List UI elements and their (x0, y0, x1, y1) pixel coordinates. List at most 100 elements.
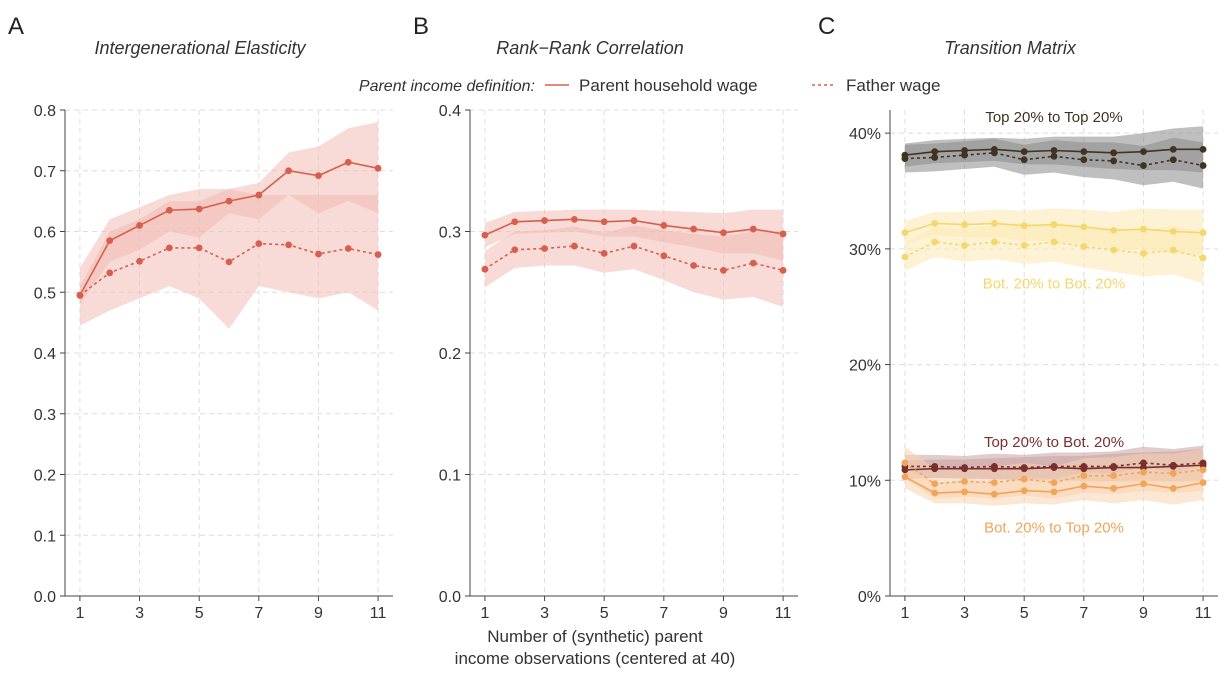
x-axis-label-line1: Number of (synthetic) parent (487, 627, 703, 646)
panel-c-annotation: Bot. 20% to Top 20% (984, 520, 1124, 537)
panel-b-series-0-point (749, 225, 757, 233)
panel-c-series-6-point (1110, 484, 1118, 492)
panel-a-y-tick-label: 0.2 (34, 468, 56, 485)
panel-c-annotation: Top 20% to Bot. 20% (984, 434, 1124, 451)
legend: Parent income definition: Parent househo… (359, 76, 941, 95)
panel-c-annotation: Top 20% to Top 20% (985, 109, 1122, 126)
panel-c-x-tick-label: 5 (1020, 605, 1029, 622)
panel-a-series-1-point (195, 244, 203, 252)
panel-b-series-0-point (511, 218, 519, 226)
panel-a-series-0-point (195, 205, 203, 213)
panel-c-series-3-line (904, 241, 1204, 259)
panel-c-series-7-point (901, 459, 909, 467)
panel-c-series-7-point (990, 479, 998, 486)
panel-a-series-0-point (225, 197, 233, 205)
panel-c-series-0-point (1020, 148, 1028, 156)
panel-c-series-0-point (1110, 149, 1118, 157)
panel-c-series-0-point (1050, 147, 1058, 154)
panel-a-series-1-point (315, 250, 322, 258)
panel-a-title: Intergenerational Elasticity (94, 38, 306, 58)
panel-c-series-7-point (1199, 466, 1207, 474)
panel-c-x-tick-label: 9 (1139, 605, 1148, 622)
panel-a-series-1-point (255, 240, 263, 248)
panel-c-series-7-point (1140, 468, 1147, 476)
panel-c-series-6-point (1080, 482, 1088, 490)
panel-c-series-1-point (1199, 162, 1207, 169)
panel-c-series-3-point (931, 238, 939, 246)
panel-b-series-0-point (660, 222, 668, 229)
panel-a-x-tick-label: 7 (254, 605, 263, 622)
panel-b-series-1-point (511, 246, 519, 254)
panel-a-x-tick-label: 11 (370, 605, 387, 622)
panel-c-series-3-band (904, 222, 1204, 284)
panel-a-x-tick-label: 5 (195, 605, 204, 622)
panel-c-series-1-point (901, 155, 909, 163)
panel-c-series-3-point (1020, 241, 1028, 249)
panel-a-series-0-point (136, 222, 143, 229)
panel-c-series-1-point (1050, 152, 1058, 160)
panel-c-series-0-point (1080, 148, 1088, 156)
panel-c-series-1-point (931, 154, 939, 161)
panel-a-series-1-point (136, 257, 143, 265)
panel-c-series-7-point (1020, 475, 1028, 483)
panel-c-series-5-point (931, 463, 939, 470)
panel-c-series-5-line (904, 462, 1204, 469)
panel-c-series-3-point (1110, 246, 1118, 254)
panel-c-series-1-point (1110, 157, 1118, 165)
panel-c-series-6-point (901, 473, 909, 481)
panel-c-x-tick-label: 3 (960, 605, 969, 622)
panel-b-series-1-point (630, 242, 638, 250)
panel-c-series-1-point (1080, 156, 1088, 164)
panel-a-intergenerational-elasticity: 1 3 5 7 9 11 0.0 0.1 0.2 0.3 0.4 0.5 0.6 0.7 0.8 (34, 103, 393, 622)
panel-a-series-0-point (344, 158, 352, 166)
panel-b-series-1-point (660, 252, 668, 260)
panel-c-series-6-point (1140, 480, 1147, 488)
panel-a-y-tick-label: 0.3 (34, 407, 56, 424)
panel-b-series-1-point (570, 242, 578, 250)
panel-b-x-tick-label: 7 (659, 605, 668, 622)
panel-b-series-1-point (749, 259, 757, 267)
panel-a-y-tick-label: 0.5 (34, 285, 56, 302)
panel-a-series-0-point (106, 237, 114, 245)
panel-c-annotation: Bot. 20% to Bot. 20% (983, 276, 1126, 293)
panel-b-series-1-point (481, 265, 489, 273)
panel-c-series-1-point (990, 149, 998, 157)
panel-c-series-1-point (1169, 156, 1177, 164)
panel-c-series-0-point (1199, 145, 1207, 153)
panel-b-series-0-point (690, 225, 698, 233)
panel-c-transition-matrix: 1 3 5 7 9 11 0% 10% 20% 30% 40% Top 20% to Top 20% B… (849, 109, 1218, 622)
panel-b-x-tick-label: 1 (480, 605, 489, 622)
panel-c-series-2-point (1020, 222, 1028, 230)
panel-a-series-1-point (374, 251, 382, 258)
panel-c-series-0-point (1140, 148, 1147, 156)
panel-a-series-1-point (344, 245, 352, 252)
panel-c-series-1-point (1020, 156, 1028, 164)
panel-a-series-0-point (315, 172, 322, 180)
panel-c-series-6-point (990, 490, 998, 498)
panel-c-series-5-point (961, 464, 968, 471)
panel-a-y-tick-label: 0.4 (34, 346, 56, 363)
panel-b-series-1-point (690, 262, 698, 269)
x-axis-label-line2: income observations (centered at 40) (455, 649, 736, 668)
panel-b-x-tick-label: 3 (540, 605, 549, 622)
panel-c-series-2-point (1169, 228, 1177, 235)
panel-c-series-3-point (961, 241, 968, 249)
panel-c-series-3-point (1199, 254, 1207, 262)
panel-b-x-tick-label: 5 (600, 605, 609, 622)
panel-c-series-6-point (1199, 479, 1207, 486)
panel-c-y-tick-label: 40% (849, 126, 881, 143)
panel-a-series-0-point (374, 164, 382, 172)
panel-c-series-3-point (1050, 238, 1058, 246)
panel-b-series-0-point (779, 230, 787, 238)
panel-c-series-3-point (901, 253, 909, 261)
panel-c-title: Transition Matrix (944, 38, 1077, 58)
panel-letter-a: A (8, 13, 24, 40)
panel-b-x-tick-label: 9 (719, 605, 728, 622)
panel-a-y-tick-label: 0.1 (34, 528, 56, 545)
panel-a-series-1-point (106, 269, 114, 277)
panel-b-series-1-point (779, 266, 787, 274)
panel-c-series-3-point (990, 238, 998, 246)
panel-c-series-6-point (1169, 484, 1177, 492)
panel-c-series-5-point (1199, 459, 1207, 467)
